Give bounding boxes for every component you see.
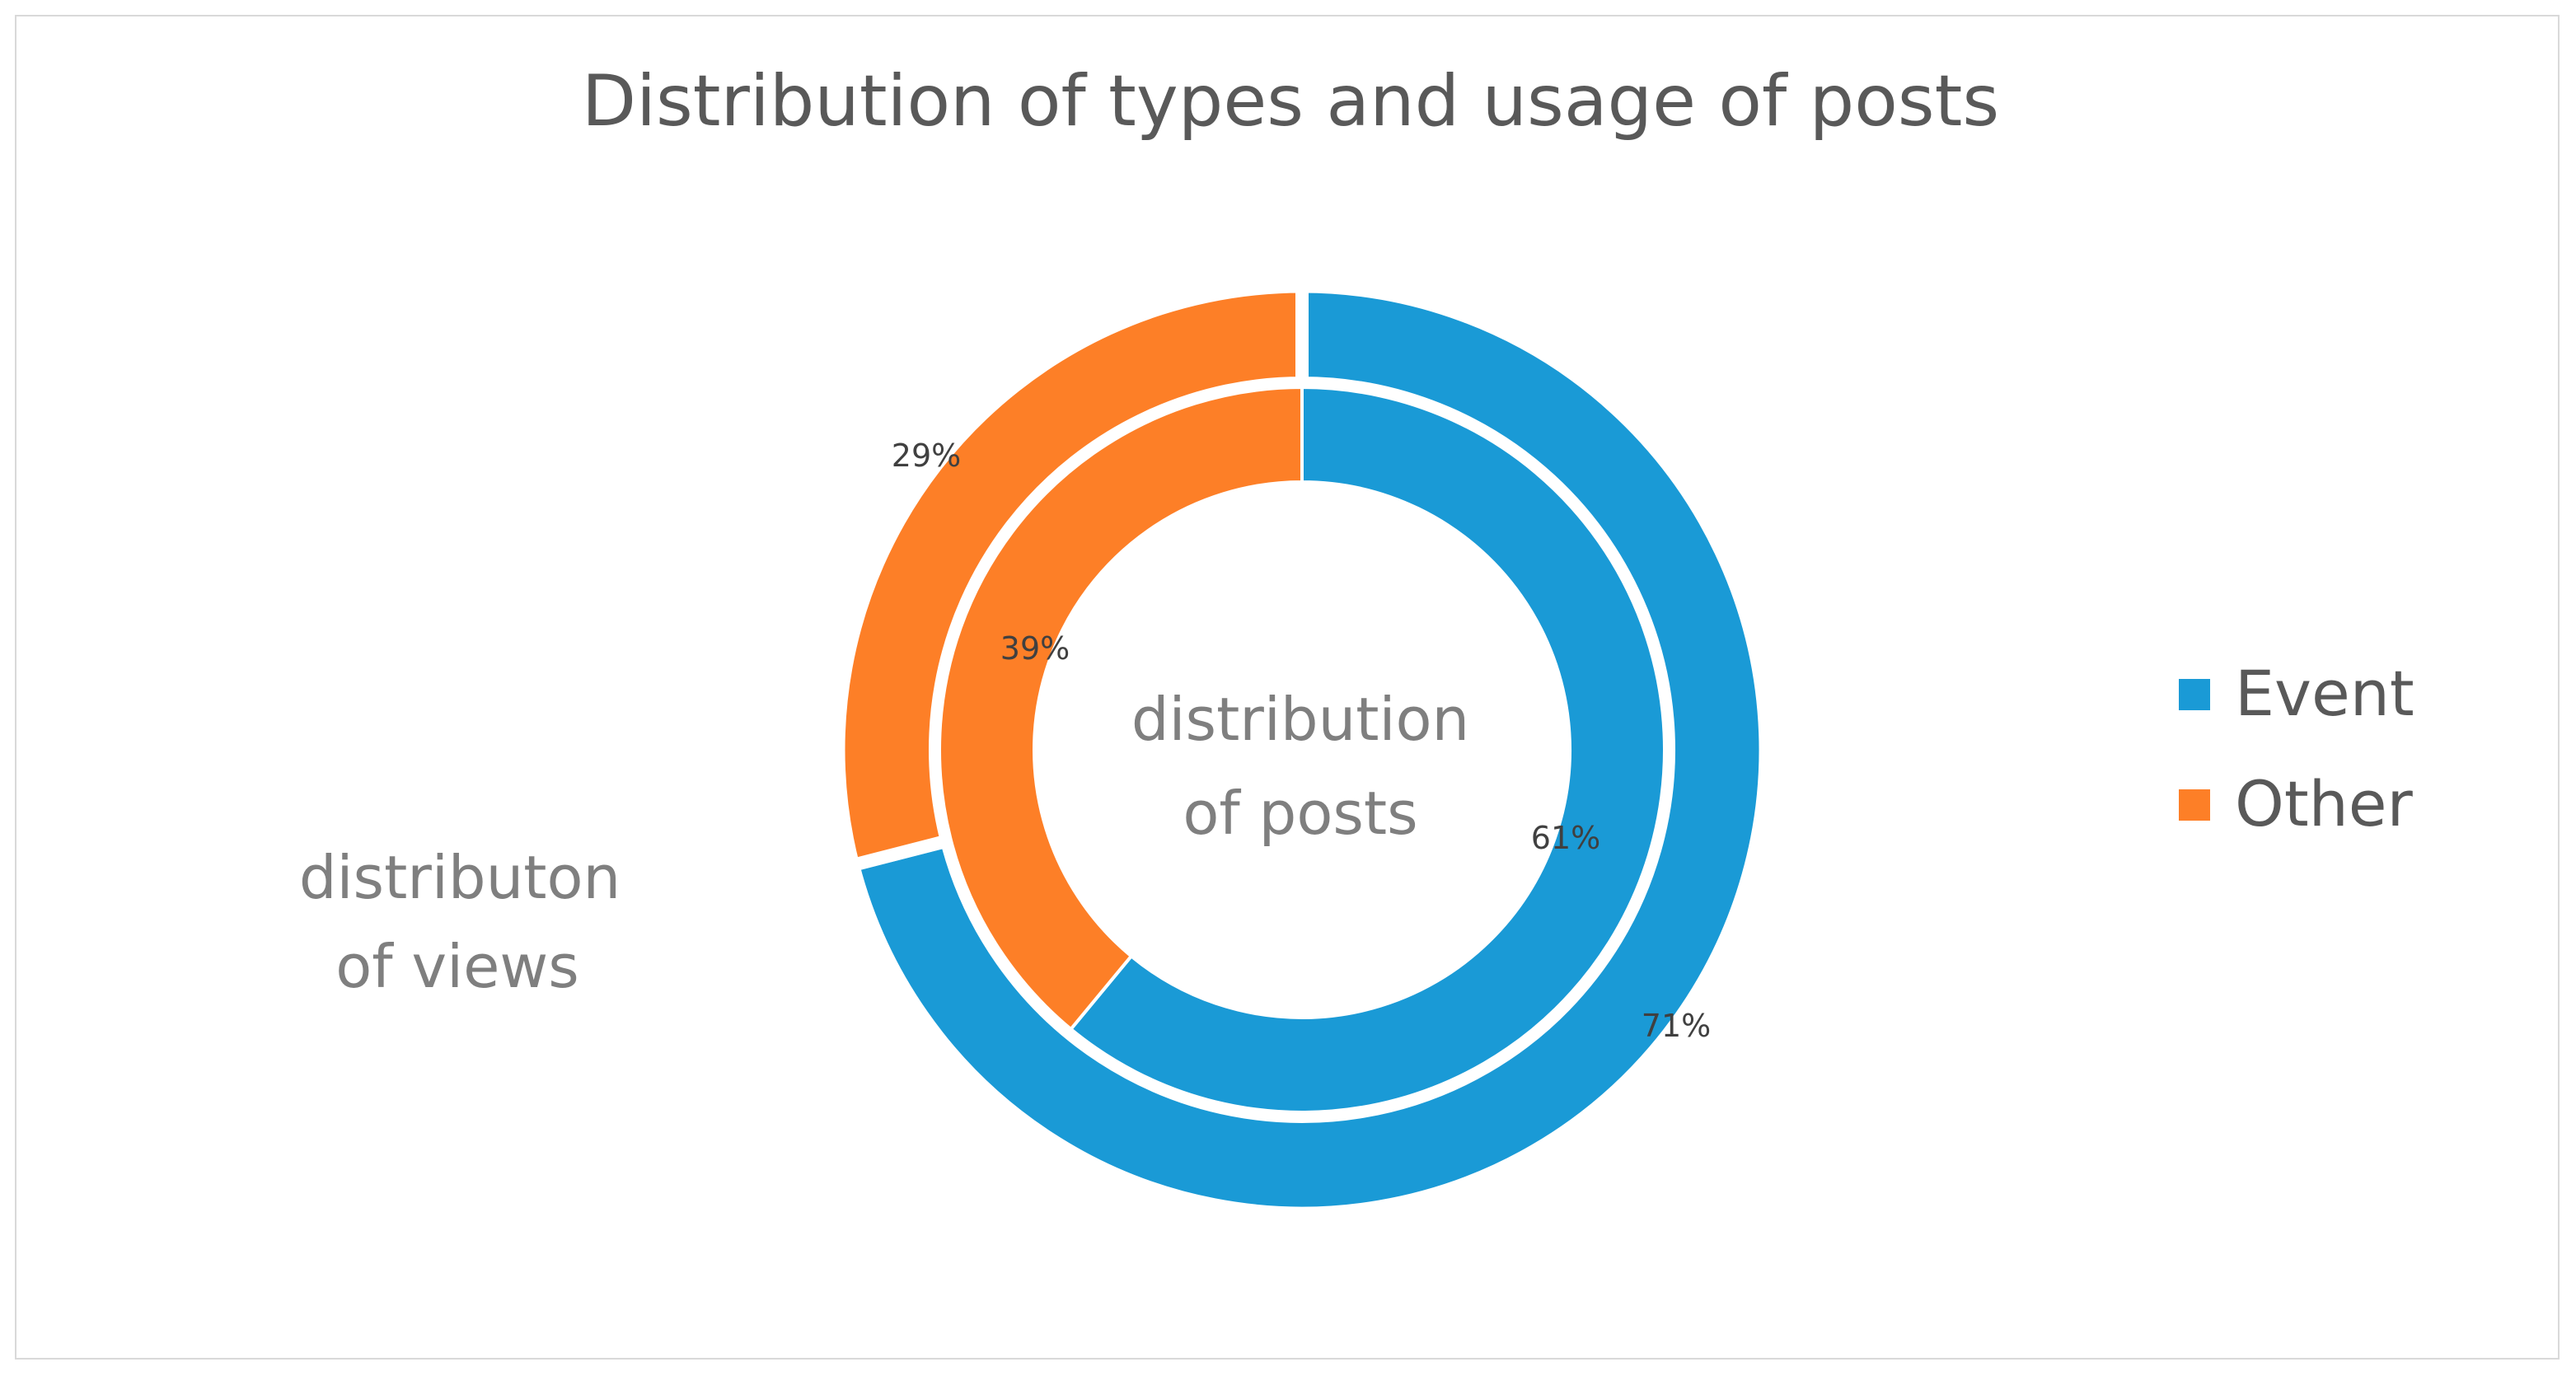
center-label-line2: of posts [1183,779,1417,848]
data-labels: 61% 39% 71% 29% [892,438,1711,1044]
inner-ring [938,385,1666,1114]
legend-swatch-other [2179,789,2210,821]
legend: Event Other [2179,657,2414,840]
inner-slice-other [938,385,1304,1032]
legend-label-other: Other [2235,767,2414,840]
outer-ring [831,279,1773,1220]
chart-title: Distribution of types and usage of posts [582,60,1999,143]
center-label-line1: distribution [1131,685,1469,754]
outer-slice-other [831,279,1309,873]
inner-data-label-event: 61% [1531,820,1600,856]
inner-data-label-other: 39% [1000,630,1070,667]
inner-slice-event [1068,385,1666,1114]
legend-swatch-event [2179,679,2210,710]
outer-data-label-event: 71% [1642,1008,1711,1044]
side-label-line1: distributon [299,843,621,912]
legend-label-event: Event [2235,657,2414,730]
outer-slice-event [845,279,1773,1220]
side-label-line2: of views [335,932,579,1001]
outer-data-label-other: 29% [892,438,961,474]
